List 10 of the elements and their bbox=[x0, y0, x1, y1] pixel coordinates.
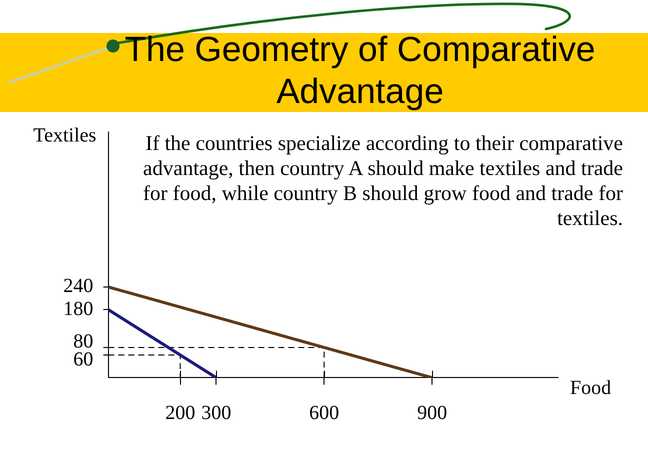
x-tick-label: 600 bbox=[309, 402, 340, 424]
chart-title: The Geometry of Comparative Advantage bbox=[124, 29, 596, 113]
x-axis-title: Food bbox=[570, 376, 612, 399]
y-tick-label: 180 bbox=[63, 298, 94, 320]
x-tick-label: 200 bbox=[165, 402, 196, 424]
x-tick-label: 900 bbox=[417, 402, 448, 424]
y-tick-label: 240 bbox=[63, 275, 94, 298]
annotation: If the countries specialize according to their comparative advantage, then country A should make textiles and trade for food, while country B should grow food and trade for textiles. bbox=[142, 131, 623, 231]
y-axis-title: Textiles bbox=[33, 124, 97, 146]
x-tick-label: 300 bbox=[201, 402, 232, 424]
